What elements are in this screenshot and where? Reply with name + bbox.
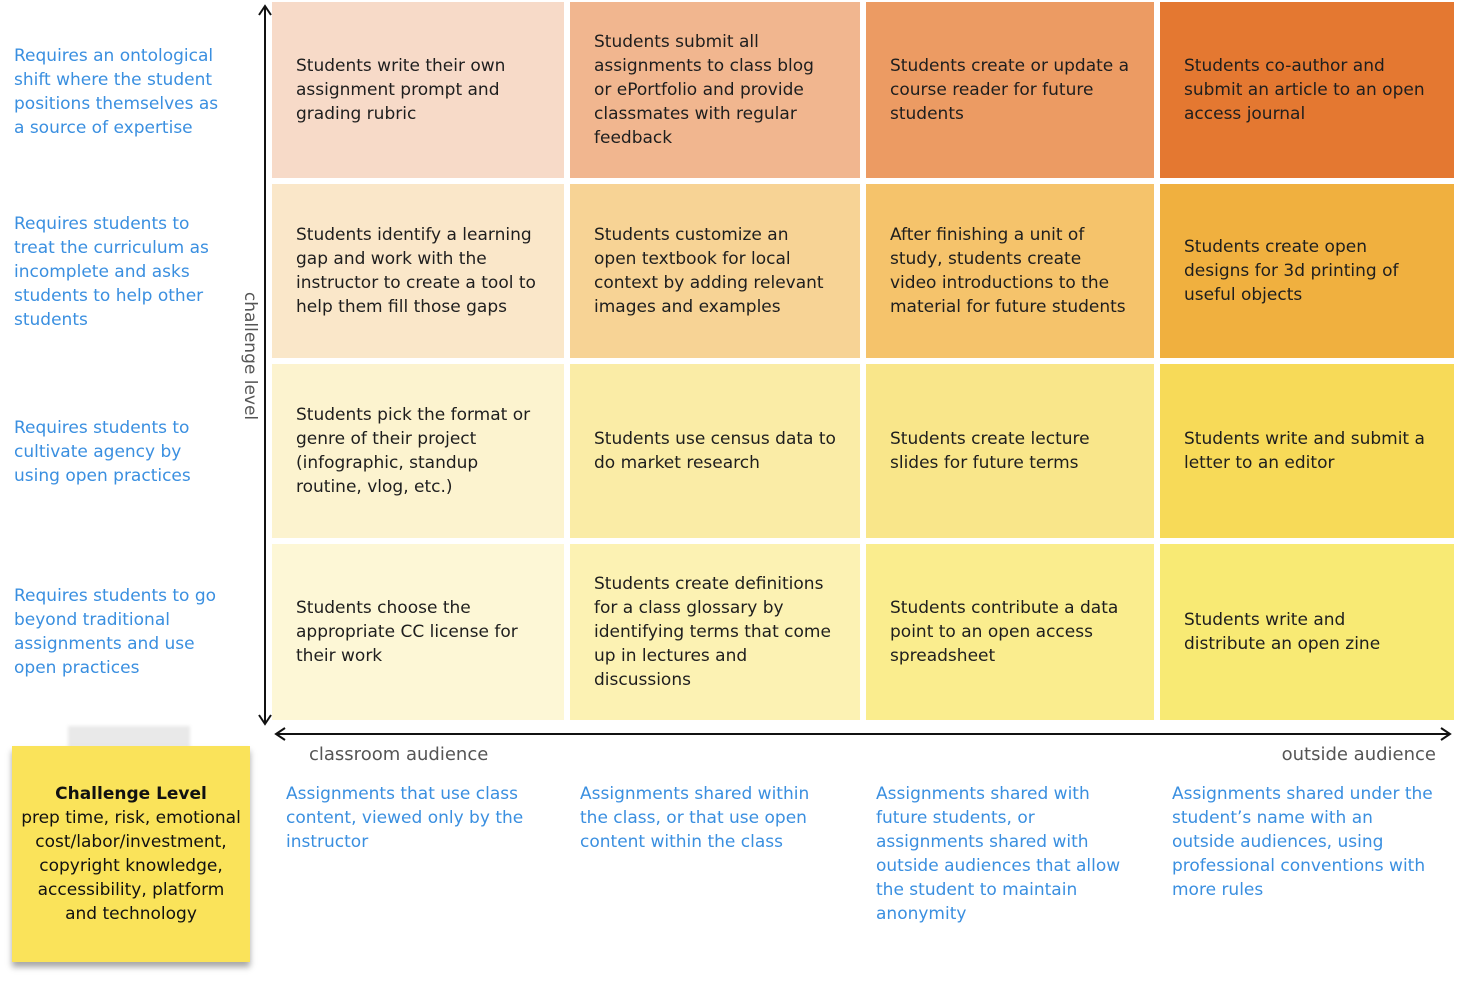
- grid-cell-r4-c4: Students write and distribute an open zi…: [1160, 544, 1454, 720]
- x-axis-label-right: outside audience: [1281, 744, 1436, 765]
- cell-text: Students contribute a data point to an o…: [890, 598, 1119, 666]
- x-axis-label-left: classroom audience: [309, 744, 489, 765]
- row-label-beyond-traditional: Requires students to go beyond tradition…: [14, 586, 217, 678]
- grid-cell-r1-c3: Students create or update a course reade…: [866, 2, 1154, 178]
- grid-cell-r3-c3: Students create lecture slides for futur…: [866, 364, 1154, 538]
- row-label-cultivate-agency: Requires students to cultivate agency by…: [14, 418, 191, 486]
- col-label-class-content: Assignments that use class content, view…: [286, 784, 524, 852]
- sticky-tape: [68, 726, 190, 748]
- row-label-curriculum-incomplete: Requires students to treat the curriculu…: [14, 214, 209, 330]
- grid-cell-r2-c4: Students create open designs for 3d prin…: [1160, 184, 1454, 358]
- x-axis-arrow: [274, 727, 1452, 741]
- sticky-title: Challenge Level: [55, 784, 207, 804]
- grid-cell-r3-c4: Students write and submit a letter to an…: [1160, 364, 1454, 538]
- cell-text: Students submit all assignments to class…: [594, 32, 814, 148]
- grid-cell-r2-c3: After finishing a unit of study, student…: [866, 184, 1154, 358]
- grid-cell-r3-c2: Students use census data to do market re…: [570, 364, 860, 538]
- row-label-ontological-shift: Requires an ontological shift where the …: [14, 46, 219, 138]
- grid-cell-r2-c2: Students customize an open textbook for …: [570, 184, 860, 358]
- cell-text: Students create definitions for a class …: [594, 574, 831, 690]
- col-label-outside-audience: Assignments shared under the student’s n…: [1172, 784, 1433, 900]
- grid-cell-r1-c2: Students submit all assignments to class…: [570, 2, 860, 178]
- sticky-body: prep time, risk, emotional cost/labor/in…: [21, 808, 241, 924]
- cell-text: Students write their own assignment prom…: [296, 56, 506, 124]
- y-axis-arrow: [258, 4, 272, 726]
- cell-text: Students use census data to do market re…: [594, 429, 836, 473]
- cell-text: Students co-author and submit an article…: [1184, 56, 1425, 124]
- cell-text: Students create open designs for 3d prin…: [1184, 237, 1399, 305]
- cell-text: Students choose the appropriate CC licen…: [296, 598, 518, 666]
- cell-text: Students create lecture slides for futur…: [890, 429, 1090, 473]
- grid-cell-r2-c1: Students identify a learning gap and wor…: [272, 184, 564, 358]
- cell-text: Students customize an open textbook for …: [594, 225, 824, 317]
- y-axis-label: challenge level: [240, 291, 260, 421]
- cell-text: Students write and submit a letter to an…: [1184, 429, 1425, 473]
- grid-cell-r1-c4: Students co-author and submit an article…: [1160, 2, 1454, 178]
- grid-cell-r3-c1: Students pick the format or genre of the…: [272, 364, 564, 538]
- grid-cell-r4-c2: Students create definitions for a class …: [570, 544, 860, 720]
- grid-cell-r4-c3: Students contribute a data point to an o…: [866, 544, 1154, 720]
- cell-text: Students pick the format or genre of the…: [296, 405, 531, 497]
- cell-text: Students create or update a course reade…: [890, 56, 1130, 124]
- cell-text: Students identify a learning gap and wor…: [296, 225, 536, 317]
- grid-cell-r1-c1: Students write their own assignment prom…: [272, 2, 564, 178]
- challenge-level-sticky-note: Challenge Level prep time, risk, emotion…: [12, 746, 250, 962]
- cell-text: Students write and distribute an open zi…: [1184, 610, 1381, 654]
- grid-cell-r4-c1: Students choose the appropriate CC licen…: [272, 544, 564, 720]
- col-label-shared-within-class: Assignments shared within the class, or …: [580, 784, 810, 852]
- col-label-future-students: Assignments shared with future students,…: [876, 784, 1121, 924]
- cell-text: After finishing a unit of study, student…: [890, 225, 1126, 317]
